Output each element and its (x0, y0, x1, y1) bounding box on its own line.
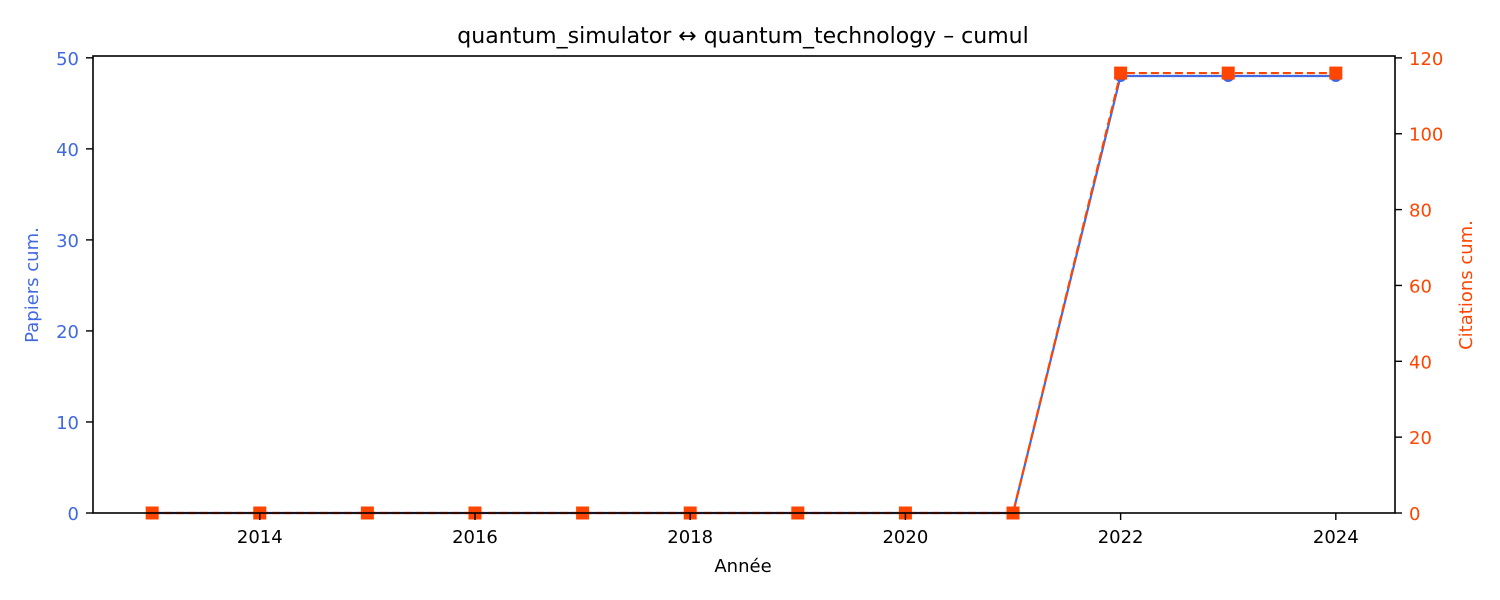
y-axis-left: 0 10 20 30 40 50 (56, 49, 93, 525)
y-left-tick-label-0: 0 (68, 504, 79, 525)
y-axis-right: 0 20 40 60 80 100 120 (1395, 49, 1443, 525)
series-1-point-2023 (1221, 66, 1235, 80)
plot-frame (92, 55, 1396, 514)
x-tick-label-2018: 2018 (667, 527, 713, 548)
x-tick-label-2020: 2020 (882, 527, 928, 548)
chart-title: quantum_simulator ↔ quantum_technology –… (457, 24, 1028, 49)
y-right-tick-label-20: 20 (1409, 428, 1432, 449)
y-left-tick-label-20: 20 (56, 322, 79, 343)
y-left-tick-label-30: 30 (56, 231, 79, 252)
y-left-tick-label-10: 10 (56, 413, 79, 434)
y-right-tick-label-40: 40 (1409, 352, 1432, 373)
y-left-tick-label-40: 40 (56, 140, 79, 161)
x-axis: 2014 2016 2018 2020 2022 2024 (237, 513, 1359, 548)
x-tick-label-2024: 2024 (1313, 527, 1359, 548)
y-left-tick-label-50: 50 (56, 49, 79, 70)
y-right-tick-label-100: 100 (1409, 125, 1443, 146)
y-axis-left-label: Papiers cum. (22, 227, 43, 343)
y-right-tick-label-80: 80 (1409, 201, 1432, 222)
x-axis-label: Année (714, 556, 771, 577)
y-right-tick-label-60: 60 (1409, 276, 1432, 297)
series-1-point-2024 (1329, 66, 1343, 80)
y-right-tick-label-0: 0 (1409, 504, 1420, 525)
x-tick-label-2016: 2016 (452, 527, 498, 548)
x-tick-label-2014: 2014 (237, 527, 283, 548)
series-1-point-2022 (1114, 66, 1128, 80)
y-axis-right-label: Citations cum. (1456, 220, 1477, 350)
y-right-tick-label-120: 120 (1409, 49, 1443, 70)
x-tick-label-2022: 2022 (1098, 527, 1144, 548)
